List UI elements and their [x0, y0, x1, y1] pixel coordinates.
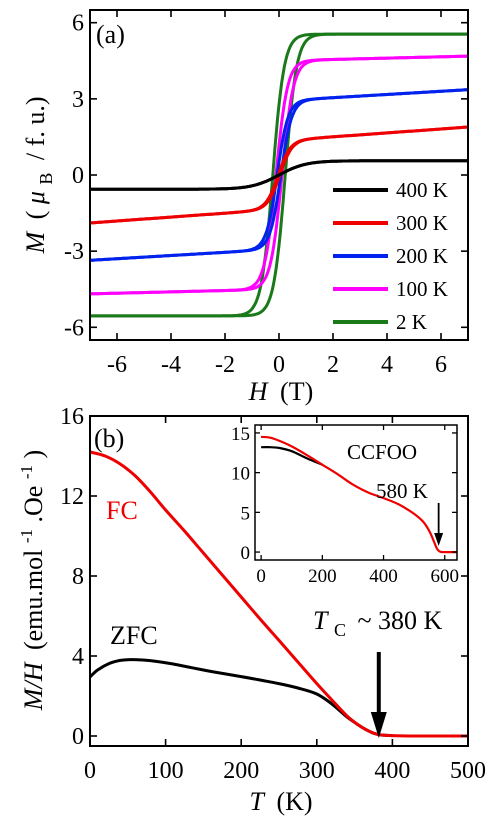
x-axis-unit-b: (K): [276, 787, 312, 816]
series-100k-down-branch: [90, 54, 468, 296]
a-y-tick-label: -6: [64, 315, 84, 341]
x-axis-label-b: T (K): [249, 787, 312, 816]
panel-b-label: (b): [94, 424, 124, 453]
tc-annotation: T C ~ 380 K: [313, 606, 443, 642]
inset-background: [255, 425, 457, 560]
a-x-tick-label: 4: [381, 352, 393, 378]
b-x-tick-label: 300: [299, 758, 335, 784]
y-axis-unit: / f. u.): [21, 97, 50, 161]
b-y-tick-label: 4: [72, 644, 84, 670]
tc-subscript: C: [334, 620, 346, 640]
x-axis-label: H (T): [248, 377, 313, 406]
series-400k-down-branch: [90, 159, 468, 191]
b-y-tick-label: 12: [60, 484, 84, 510]
b-y-tick-label: 8: [72, 564, 84, 590]
tc-arrow-head: [370, 712, 387, 738]
series-300k-down-branch: [90, 125, 468, 225]
legend-label-2k: 2 K: [396, 310, 427, 334]
a-y-tick-label: -3: [64, 239, 84, 265]
legend-label-100k: 100 K: [396, 277, 448, 301]
inset-frame: [254, 424, 458, 561]
series-zfc-line: [88, 658, 393, 738]
a-y-tick-label: 3: [72, 87, 84, 113]
a-y-tick-label: 0: [72, 163, 84, 189]
series-2k-down-branch: [90, 32, 468, 318]
legend-label-400k: 400 K: [396, 178, 448, 202]
legend-label-300k: 300 K: [396, 211, 448, 235]
a-x-tick-label: 0: [273, 352, 285, 378]
a-x-tick-label: -2: [215, 352, 235, 378]
inset-chart: 0 200 400 600 0 5 10 15 CCFOO 580 K: [231, 424, 459, 587]
b-x-tick-label: 0: [84, 758, 96, 784]
tc-variable: T: [313, 606, 329, 635]
y-axis-mu: μ: [21, 191, 50, 205]
inset-arrow-head: [434, 533, 444, 546]
y-axis-unit-b: (emu.mol: [19, 550, 48, 650]
y-axis-sup-2: -1: [17, 465, 36, 479]
b-y-tick-label: 0: [72, 724, 84, 750]
fc-label: FC: [106, 496, 138, 525]
x-axis-variable: H: [248, 377, 269, 406]
y-axis-mu-subscript: B: [36, 173, 56, 185]
y-axis-variable-b: M/H: [19, 661, 48, 711]
b-y-tick-label: 16: [60, 404, 84, 430]
magnetization-curves: [88, 450, 468, 738]
y-axis-label-b: M/H (emu.mol -1 .Oe -1 ): [9, 450, 48, 711]
a-x-tick-label: -6: [107, 352, 127, 378]
inset-y-tick-label: 0: [241, 543, 251, 564]
inset-y-tick-label: 10: [231, 464, 250, 485]
a-y-tick-label: 6: [72, 11, 84, 37]
tc-arrow: [370, 652, 387, 738]
x-axis-variable-b: T: [249, 787, 265, 816]
b-x-tick-label: 200: [223, 758, 259, 784]
series-fc-line: [89, 450, 468, 738]
y-axis-variable: M: [21, 230, 50, 254]
b-x-tick-label: 100: [148, 758, 184, 784]
panel-a-ticks: -6 -4 -2 0 2 4 6 -6 -3 0 3 6: [64, 10, 468, 378]
panel-b-frame: [89, 415, 469, 747]
y-axis-close: ): [19, 450, 48, 459]
inset-x-tick-label: 400: [369, 566, 398, 587]
inset-series-fc-line: [261, 435, 457, 554]
inset-x-tick-label: 600: [431, 566, 460, 587]
x-axis-unit: (T): [280, 377, 313, 406]
legend: 400 K 300 K 200 K 100 K 2 K: [333, 178, 448, 334]
inset-sample-label: CCFOO: [347, 440, 417, 464]
inset-transition-label: 580 K: [376, 479, 428, 503]
y-axis-open-paren: (: [21, 211, 50, 220]
inset-series-zfc-line: [261, 446, 323, 466]
a-x-tick-label: 6: [435, 352, 447, 378]
b-x-tick-label: 400: [374, 758, 410, 784]
y-axis-unit-mid: .Oe: [19, 486, 48, 523]
panel-a-label: (a): [96, 20, 125, 49]
tc-value: ~ 380 K: [357, 606, 442, 635]
inset-x-tick-label: 200: [308, 566, 337, 587]
legend-label-200k: 200 K: [396, 244, 448, 268]
inset-y-tick-label: 15: [231, 424, 250, 445]
inset-arrow: [434, 503, 444, 546]
panel-a: -6 -4 -2 0 2 4 6 -6 -3 0 3 6 (a) 400 K 300 K 200 K 100…: [21, 9, 469, 406]
inset-y-tick-label: 5: [241, 503, 251, 524]
hysteresis-curves: [90, 32, 468, 318]
y-axis-label: M ( μ B / f. u.): [21, 97, 58, 255]
y-axis-sup-1: -1: [17, 529, 36, 543]
b-x-tick-label: 500: [450, 758, 486, 784]
series-200k-down-branch: [90, 88, 468, 262]
a-x-tick-label: -4: [161, 352, 181, 378]
inset-ticks: 0 200 400 600 0 5 10 15: [231, 424, 459, 587]
inset-x-tick-label: 0: [256, 566, 266, 587]
zfc-label: ZFC: [110, 621, 158, 650]
inset-curves: [261, 435, 457, 554]
a-x-tick-label: 2: [327, 352, 339, 378]
